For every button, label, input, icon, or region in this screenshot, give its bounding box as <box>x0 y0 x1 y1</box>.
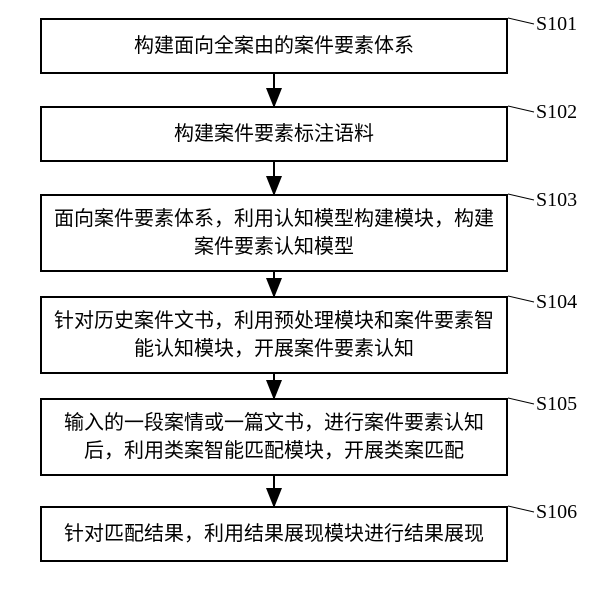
flowchart-canvas: 构建面向全案由的案件要素体系 构建案件要素标注语料 面向案件要素体系，利用认知模… <box>0 0 611 589</box>
flow-node-text: 针对历史案件文书，利用预处理模块和案件要素智能认知模块，开展案件要素认知 <box>52 307 496 363</box>
flow-node-text: 针对匹配结果，利用结果展现模块进行结果展现 <box>64 520 484 548</box>
flow-node-s102: 构建案件要素标注语料 <box>40 106 508 162</box>
flow-node-s101: 构建面向全案由的案件要素体系 <box>40 18 508 74</box>
flow-connectors <box>0 0 611 589</box>
flow-node-s106: 针对匹配结果，利用结果展现模块进行结果展现 <box>40 506 508 562</box>
flow-node-s105: 输入的一段案情或一篇文书，进行案件要素认知后，利用类案智能匹配模块，开展类案匹配 <box>40 398 508 476</box>
step-label-s105: S105 <box>536 393 577 416</box>
flow-node-s103: 面向案件要素体系，利用认知模型构建模块，构建案件要素认知模型 <box>40 194 508 272</box>
flow-node-text: 构建案件要素标注语料 <box>174 120 374 148</box>
step-label-s103: S103 <box>536 189 577 212</box>
flow-node-s104: 针对历史案件文书，利用预处理模块和案件要素智能认知模块，开展案件要素认知 <box>40 296 508 374</box>
flow-node-text: 输入的一段案情或一篇文书，进行案件要素认知后，利用类案智能匹配模块，开展类案匹配 <box>52 409 496 465</box>
step-label-s102: S102 <box>536 101 577 124</box>
flow-node-text: 面向案件要素体系，利用认知模型构建模块，构建案件要素认知模型 <box>52 205 496 261</box>
step-label-s104: S104 <box>536 291 577 314</box>
step-label-s101: S101 <box>536 13 577 36</box>
flow-node-text: 构建面向全案由的案件要素体系 <box>134 32 414 60</box>
step-label-s106: S106 <box>536 501 577 524</box>
